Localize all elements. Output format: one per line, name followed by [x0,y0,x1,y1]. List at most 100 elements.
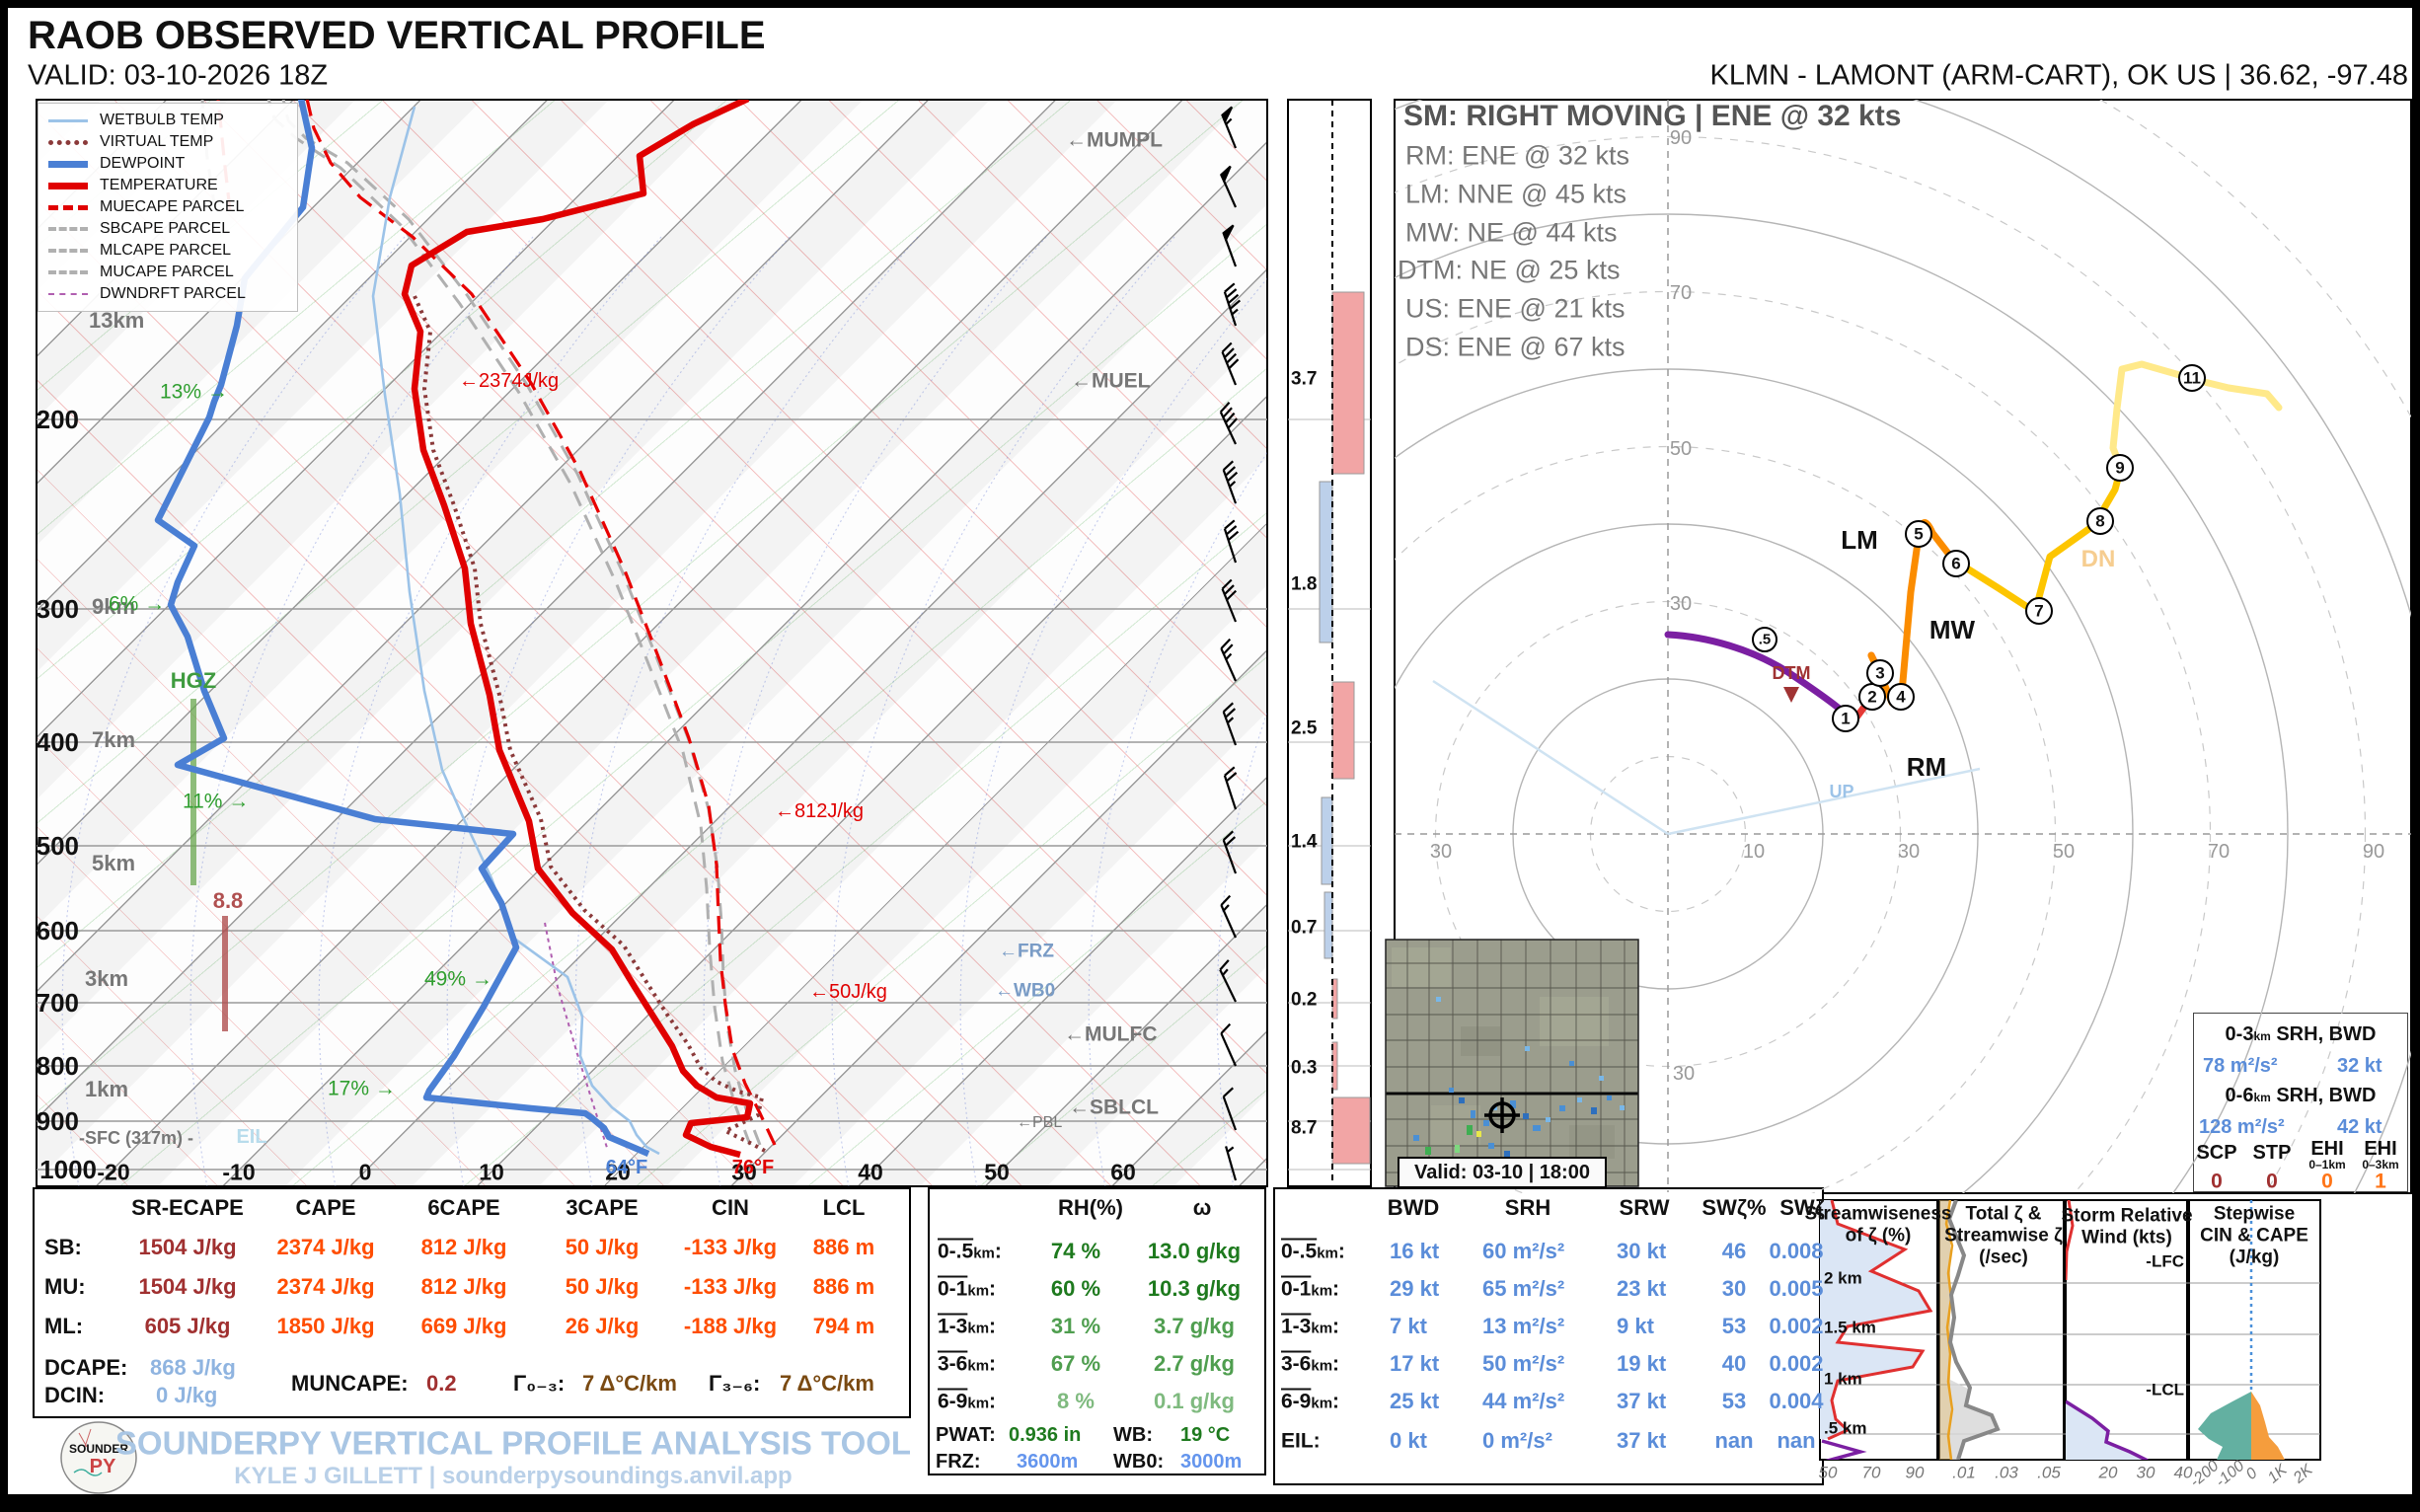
muecape-line-swatch [48,204,88,210]
p1-km-label: 2 km [1824,1268,1862,1288]
annotation-cape-50: ←50J/kg [809,981,887,1003]
kin-srh: 65 m²/s² [1482,1276,1565,1301]
legend-label: MUECAPE PARCEL [100,198,245,215]
vector-rm: RM: ENE @ 32 kts [1405,140,1629,171]
p4-title-3: (J/kg) [2229,1247,2280,1268]
srh-0-6-header: 0-6km SRH, BWD [2226,1086,2377,1105]
rh-row-post: : [989,1390,997,1413]
p3-tick: 20 [2098,1463,2118,1482]
thermo-row-label: MU: [44,1274,86,1299]
ml-3cape: 26 J/kg [565,1314,640,1338]
ehi-0-1-value: 0 [2321,1170,2333,1193]
map-valid-badge: Valid: 03-10 | 18:00 [1398,1157,1607,1188]
kin-swp: 46 [1721,1239,1747,1263]
annotation-rh-13: 13% → [160,380,228,404]
station-info: KLMN - LAMONT (ARM-CART), OK US | 36.62,… [1709,59,2408,92]
kin-srh: 60 m²/s² [1482,1239,1565,1263]
rh-value: 74 % [1050,1239,1101,1263]
ring-label: 50 [1669,438,1693,460]
kin-srw: 30 kt [1617,1239,1667,1263]
temp-axis-tick: -10 [222,1159,256,1185]
pressure-axis-label: 900 [36,1106,79,1136]
kin-swp: 53 [1721,1314,1747,1338]
legend-item: SBCAPE PARCEL [48,218,289,240]
sb-cin: -133 J/kg [683,1235,778,1259]
annotation-frz: ←FRZ [999,941,1054,962]
vector-ds: DS: ENE @ 67 kts [1405,332,1626,362]
srh-header-post: SRH, BWD [2270,1023,2377,1045]
srh-header-post: SRH, BWD [2270,1085,2377,1106]
wb0-label: WB0: [1113,1451,1165,1473]
kin-swp: nan [1714,1428,1754,1453]
p1-tick: 50 [1818,1463,1838,1482]
annotation-mulfc: ←MULFC [1064,1022,1158,1046]
omega-bar-label: 8.7 [1291,1117,1318,1139]
wetbulb-line-swatch [48,118,88,122]
bwd-0-3-value: 32 kt [2337,1055,2382,1077]
legend-item: DWNDRFT PARCEL [48,283,289,305]
ring-label: 30 [1897,841,1921,863]
kin-bwd: 17 kt [1390,1351,1440,1376]
pressure-axis-label: 200 [36,405,79,434]
ml-cin: -188 J/kg [683,1314,778,1338]
p3-tick: 40 [2173,1463,2193,1482]
pressure-axis-label: 600 [36,916,79,945]
temp-axis-tick: 10 [479,1159,504,1185]
legend-label: DWNDRFT PARCEL [100,285,246,302]
ehi-0-1-header: EHI [2310,1138,2344,1160]
label-up: UP [1829,782,1854,801]
annotation-sblcl: ←SBLCL [1069,1096,1159,1119]
legend-label: MUCAPE PARCEL [100,264,234,280]
rh-row-label: 3-6km: [938,1354,996,1375]
scp-value: 0 [2211,1170,2223,1193]
pressure-axis-label: 300 [36,594,79,624]
vector-lm: LM: NNE @ 45 kts [1405,179,1626,209]
annotation-cape-2374: ←2374J/kg [459,370,560,392]
thermo-header: 3CAPE [566,1195,639,1220]
p4-title-2: CIN & CAPE [2200,1225,2308,1247]
sb-srecape: 1504 J/kg [138,1235,237,1259]
kin-srw: 37 kt [1617,1428,1667,1453]
rh-row-pre: 1-3 [938,1315,968,1338]
omega-value: 3.7 g/kg [1154,1314,1235,1338]
kin-swz: 0.002 [1769,1351,1824,1376]
storm-motion-summary: SM: RIGHT MOVING | ENE @ 32 kts [1403,100,1902,132]
height-label: 13km [89,308,145,333]
thermo-header: LCL [822,1195,866,1220]
kin-header: BWD [1387,1195,1440,1220]
rh-row-sub: km [973,1245,995,1262]
rh-omega-table-panel [928,1187,1266,1475]
hodograph-point: 3 [1875,663,1885,683]
kin-bwd: 0 kt [1390,1428,1427,1453]
pressure-axis-label: 400 [36,727,79,757]
pwat-label: PWAT: [936,1424,996,1446]
annotation-eil: EIL [236,1126,267,1148]
annotation-lapse-88: 8.8 [212,888,244,913]
kin-bwd: 16 kt [1390,1239,1440,1263]
hodograph-point: 1 [1841,709,1851,728]
sbcape-line-swatch [48,227,88,231]
omega-value: 10.3 g/kg [1147,1276,1242,1301]
mu-cin: -133 J/kg [683,1274,778,1299]
thermo-header: 6CAPE [427,1195,500,1220]
hodograph-point: 6 [1951,554,1961,573]
rh-row-post: : [989,1315,997,1338]
thermo-header: CIN [712,1195,749,1220]
annotation-rh-49: 49% → [424,967,492,991]
legend-item: MLCAPE PARCEL [48,240,289,262]
omega-bar-label: 1.4 [1291,831,1318,853]
annotation-cape-812: ←812J/kg [775,800,865,822]
p3-tick: 30 [2136,1463,2155,1482]
annotation-mumpl: ←MUMPL [1066,128,1163,152]
temperature-line-swatch [48,182,88,189]
omega-bar-label: 2.5 [1291,718,1318,739]
rh-row-sub: km [967,1357,990,1375]
kinematics-table-panel [1273,1187,1824,1485]
srh-0-6-value: 128 m²/s² [2199,1116,2285,1138]
p2-title-3: (/sec) [1979,1247,2028,1268]
rh-value: 8 % [1057,1389,1095,1413]
srh-header-pre: 0-6 [2225,1085,2254,1106]
sb-6cape: 812 J/kg [420,1235,507,1259]
height-label: 5km [92,851,136,875]
rh-row-post: : [989,1352,997,1376]
